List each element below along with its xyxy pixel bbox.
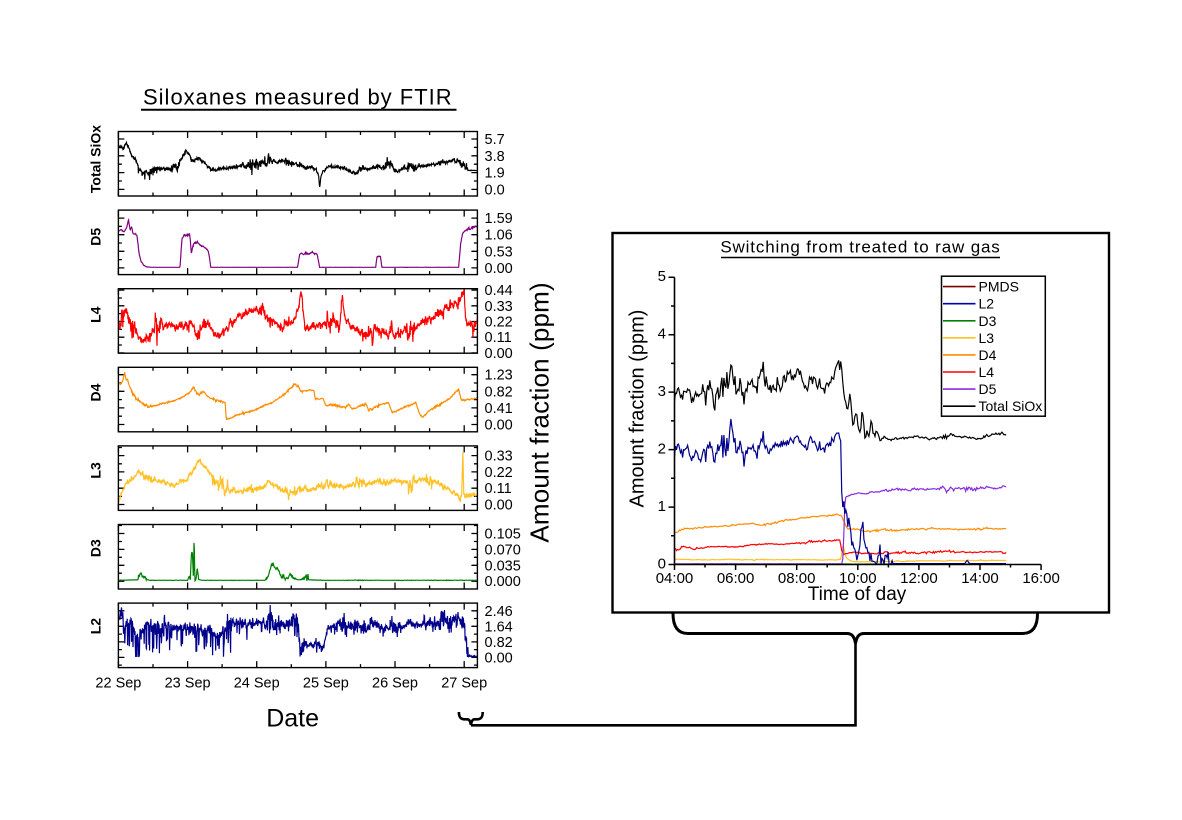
svg-text:27 Sep: 27 Sep xyxy=(441,676,487,692)
svg-text:4: 4 xyxy=(658,326,666,343)
svg-text:3.8: 3.8 xyxy=(485,149,505,165)
svg-text:0.53: 0.53 xyxy=(485,244,513,260)
svg-text:Total SiOx: Total SiOx xyxy=(979,398,1043,414)
svg-text:0.00: 0.00 xyxy=(485,418,513,434)
svg-text:0.82: 0.82 xyxy=(485,384,513,400)
svg-text:16:00: 16:00 xyxy=(1022,570,1060,587)
svg-text:25 Sep: 25 Sep xyxy=(303,676,349,692)
svg-text:L4: L4 xyxy=(87,306,103,323)
svg-text:0.00: 0.00 xyxy=(485,650,513,666)
svg-text:26 Sep: 26 Sep xyxy=(372,676,418,692)
svg-text:1.59: 1.59 xyxy=(485,211,513,227)
svg-text:0.41: 0.41 xyxy=(485,401,513,417)
svg-text:D3: D3 xyxy=(979,313,997,329)
svg-text:10:00: 10:00 xyxy=(839,570,877,587)
svg-text:Amount fraction (ppm): Amount fraction (ppm) xyxy=(525,282,555,542)
svg-text:L4: L4 xyxy=(979,364,995,380)
svg-text:PMDS: PMDS xyxy=(979,279,1019,295)
svg-text:0.44: 0.44 xyxy=(485,283,513,299)
svg-text:23 Sep: 23 Sep xyxy=(165,676,211,692)
svg-text:1.06: 1.06 xyxy=(485,228,513,244)
svg-text:L2: L2 xyxy=(87,618,103,635)
svg-text:1: 1 xyxy=(658,498,666,515)
svg-text:1.9: 1.9 xyxy=(485,166,505,182)
svg-text:Date: Date xyxy=(266,705,319,733)
svg-text:Switching from treated to raw: Switching from treated to raw gas xyxy=(720,238,1000,257)
svg-text:0.105: 0.105 xyxy=(485,527,521,543)
svg-text:5.7: 5.7 xyxy=(485,132,505,148)
svg-text:0.00: 0.00 xyxy=(485,346,513,362)
svg-text:12:00: 12:00 xyxy=(900,570,938,587)
svg-text:2.46: 2.46 xyxy=(485,604,513,620)
svg-text:0.82: 0.82 xyxy=(485,635,513,651)
svg-text:0.11: 0.11 xyxy=(485,481,512,497)
svg-text:D5: D5 xyxy=(87,228,103,246)
svg-text:0: 0 xyxy=(658,555,666,572)
svg-text:3: 3 xyxy=(658,383,666,400)
svg-text:Total SiOx: Total SiOx xyxy=(87,125,103,193)
svg-text:0.33: 0.33 xyxy=(485,299,513,315)
svg-text:0.33: 0.33 xyxy=(485,449,513,465)
svg-text:1.64: 1.64 xyxy=(485,619,513,635)
svg-text:D4: D4 xyxy=(87,383,103,401)
svg-text:0.035: 0.035 xyxy=(485,558,521,574)
svg-text:L3: L3 xyxy=(87,462,103,479)
svg-text:06:00: 06:00 xyxy=(717,570,755,587)
svg-text:0.22: 0.22 xyxy=(485,315,513,331)
svg-text:04:00: 04:00 xyxy=(656,570,694,587)
svg-text:5: 5 xyxy=(658,268,666,285)
svg-text:D4: D4 xyxy=(979,347,997,363)
svg-text:0.22: 0.22 xyxy=(485,465,513,481)
svg-text:0.11: 0.11 xyxy=(485,330,512,346)
svg-text:24 Sep: 24 Sep xyxy=(234,676,280,692)
svg-text:Time of day: Time of day xyxy=(808,584,907,605)
svg-text:22 Sep: 22 Sep xyxy=(95,676,141,692)
svg-text:08:00: 08:00 xyxy=(778,570,816,587)
svg-text:14:00: 14:00 xyxy=(961,570,999,587)
svg-text:Siloxanes measured by FTIR: Siloxanes measured by FTIR xyxy=(143,85,453,110)
svg-text:1.23: 1.23 xyxy=(485,368,513,384)
svg-text:D5: D5 xyxy=(979,381,997,397)
svg-text:D3: D3 xyxy=(87,539,103,557)
svg-text:0.00: 0.00 xyxy=(485,261,513,277)
svg-text:0.070: 0.070 xyxy=(485,542,521,558)
svg-text:L2: L2 xyxy=(979,296,995,312)
svg-text:0.00: 0.00 xyxy=(485,498,513,514)
svg-text:Amount fraction (ppm): Amount fraction (ppm) xyxy=(627,310,649,508)
svg-text:L3: L3 xyxy=(979,330,995,346)
svg-text:2: 2 xyxy=(658,440,666,457)
svg-text:0.0: 0.0 xyxy=(485,182,505,198)
svg-text:0.000: 0.000 xyxy=(485,574,521,590)
